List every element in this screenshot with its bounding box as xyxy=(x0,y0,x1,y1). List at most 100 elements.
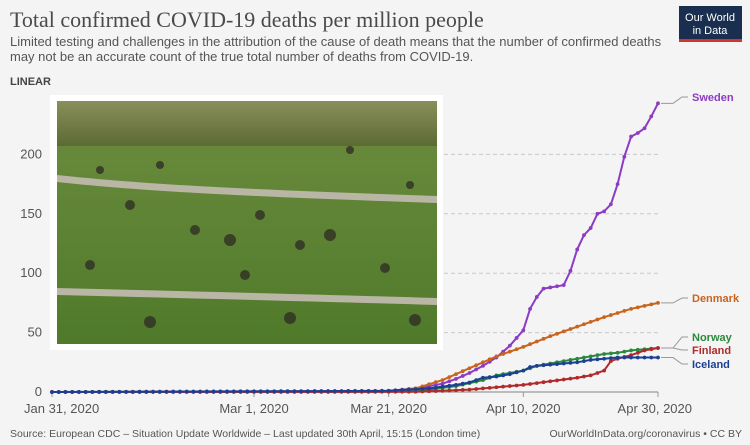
data-point-iceland[interactable] xyxy=(642,355,647,360)
data-point-iceland[interactable] xyxy=(507,372,512,377)
data-point-iceland[interactable] xyxy=(359,389,364,393)
data-point-finland[interactable] xyxy=(501,384,506,389)
series-norway[interactable] xyxy=(50,346,660,394)
data-point-denmark[interactable] xyxy=(501,352,506,356)
data-point-denmark[interactable] xyxy=(649,302,654,307)
data-point-iceland[interactable] xyxy=(204,389,209,394)
data-point-iceland[interactable] xyxy=(635,355,640,360)
data-point-finland[interactable] xyxy=(568,376,573,381)
data-point-finland[interactable] xyxy=(474,387,479,391)
data-point-norway[interactable] xyxy=(582,355,586,360)
data-point-norway[interactable] xyxy=(602,352,607,356)
data-point-denmark[interactable] xyxy=(474,363,479,368)
data-point-iceland[interactable] xyxy=(218,389,223,394)
data-point-iceland[interactable] xyxy=(555,362,559,366)
data-point-norway[interactable] xyxy=(622,349,627,354)
data-point-iceland[interactable] xyxy=(575,360,580,365)
data-point-iceland[interactable] xyxy=(258,389,263,394)
data-point-denmark[interactable] xyxy=(534,339,539,344)
data-point-finland[interactable] xyxy=(649,347,654,352)
data-point-sweden[interactable] xyxy=(514,336,519,340)
data-point-iceland[interactable] xyxy=(427,386,431,391)
data-point-denmark[interactable] xyxy=(447,375,452,380)
data-point-iceland[interactable] xyxy=(467,380,472,385)
data-point-sweden[interactable] xyxy=(575,247,580,252)
series-finland[interactable] xyxy=(50,346,660,394)
data-point-denmark[interactable] xyxy=(635,305,640,310)
data-point-denmark[interactable] xyxy=(582,322,586,327)
data-point-norway[interactable] xyxy=(575,356,580,361)
data-point-sweden[interactable] xyxy=(656,101,660,106)
data-point-iceland[interactable] xyxy=(103,389,108,394)
data-point-iceland[interactable] xyxy=(541,363,546,368)
data-point-iceland[interactable] xyxy=(299,389,304,394)
data-point-sweden[interactable] xyxy=(433,382,438,387)
data-point-sweden[interactable] xyxy=(582,233,586,238)
scale-toggle-linear[interactable]: LINEAR xyxy=(10,76,51,88)
data-point-sweden[interactable] xyxy=(460,374,465,378)
series-iceland[interactable] xyxy=(50,355,660,394)
data-point-denmark[interactable] xyxy=(602,315,607,320)
data-point-finland[interactable] xyxy=(494,385,499,390)
data-point-iceland[interactable] xyxy=(63,390,68,394)
data-point-iceland[interactable] xyxy=(433,385,438,390)
data-point-denmark[interactable] xyxy=(555,331,559,336)
data-point-iceland[interactable] xyxy=(373,388,378,393)
data-point-finland[interactable] xyxy=(440,388,445,393)
data-point-iceland[interactable] xyxy=(548,362,553,367)
data-point-iceland[interactable] xyxy=(339,389,344,393)
data-point-iceland[interactable] xyxy=(117,389,122,394)
data-point-finland[interactable] xyxy=(481,386,485,391)
data-point-iceland[interactable] xyxy=(460,381,465,386)
data-point-finland[interactable] xyxy=(460,388,465,392)
data-point-sweden[interactable] xyxy=(642,126,647,131)
data-point-finland[interactable] xyxy=(642,348,647,353)
data-point-norway[interactable] xyxy=(635,347,640,352)
data-point-denmark[interactable] xyxy=(481,360,485,365)
data-point-denmark[interactable] xyxy=(528,342,532,347)
data-point-finland[interactable] xyxy=(608,359,613,364)
data-point-iceland[interactable] xyxy=(184,389,189,394)
data-point-finland[interactable] xyxy=(467,387,472,392)
data-point-iceland[interactable] xyxy=(83,389,88,394)
data-point-denmark[interactable] xyxy=(487,357,492,362)
data-point-iceland[interactable] xyxy=(400,388,405,392)
data-point-sweden[interactable] xyxy=(521,328,526,333)
data-point-denmark[interactable] xyxy=(575,324,580,329)
data-point-iceland[interactable] xyxy=(56,390,61,394)
series-label-sweden[interactable]: Sweden xyxy=(692,92,734,104)
data-point-iceland[interactable] xyxy=(528,365,532,369)
data-point-sweden[interactable] xyxy=(635,131,640,135)
data-point-finland[interactable] xyxy=(595,371,600,375)
data-point-iceland[interactable] xyxy=(602,356,607,361)
data-point-denmark[interactable] xyxy=(561,329,566,334)
data-point-finland[interactable] xyxy=(433,389,438,393)
data-point-sweden[interactable] xyxy=(555,284,559,289)
data-point-finland[interactable] xyxy=(514,383,519,388)
data-point-sweden[interactable] xyxy=(548,285,553,290)
data-point-iceland[interactable] xyxy=(440,384,445,389)
data-point-denmark[interactable] xyxy=(568,327,573,331)
data-point-iceland[interactable] xyxy=(386,388,391,393)
data-point-finland[interactable] xyxy=(507,384,512,388)
data-point-denmark[interactable] xyxy=(595,317,600,322)
data-point-iceland[interactable] xyxy=(481,375,485,380)
data-point-denmark[interactable] xyxy=(467,366,472,371)
data-point-iceland[interactable] xyxy=(144,389,149,394)
data-point-iceland[interactable] xyxy=(319,389,324,393)
data-point-finland[interactable] xyxy=(582,374,586,379)
data-point-sweden[interactable] xyxy=(467,371,472,375)
data-point-iceland[interactable] xyxy=(474,378,479,383)
data-point-finland[interactable] xyxy=(528,382,532,386)
data-point-iceland[interactable] xyxy=(332,389,337,393)
data-point-iceland[interactable] xyxy=(225,389,229,394)
data-point-iceland[interactable] xyxy=(447,383,452,388)
data-point-iceland[interactable] xyxy=(420,386,425,391)
data-point-iceland[interactable] xyxy=(326,389,330,393)
data-point-sweden[interactable] xyxy=(481,363,485,368)
data-point-iceland[interactable] xyxy=(164,389,169,394)
data-point-iceland[interactable] xyxy=(393,388,398,393)
data-point-finland[interactable] xyxy=(635,350,640,355)
data-point-iceland[interactable] xyxy=(561,361,566,366)
data-point-iceland[interactable] xyxy=(487,375,492,380)
